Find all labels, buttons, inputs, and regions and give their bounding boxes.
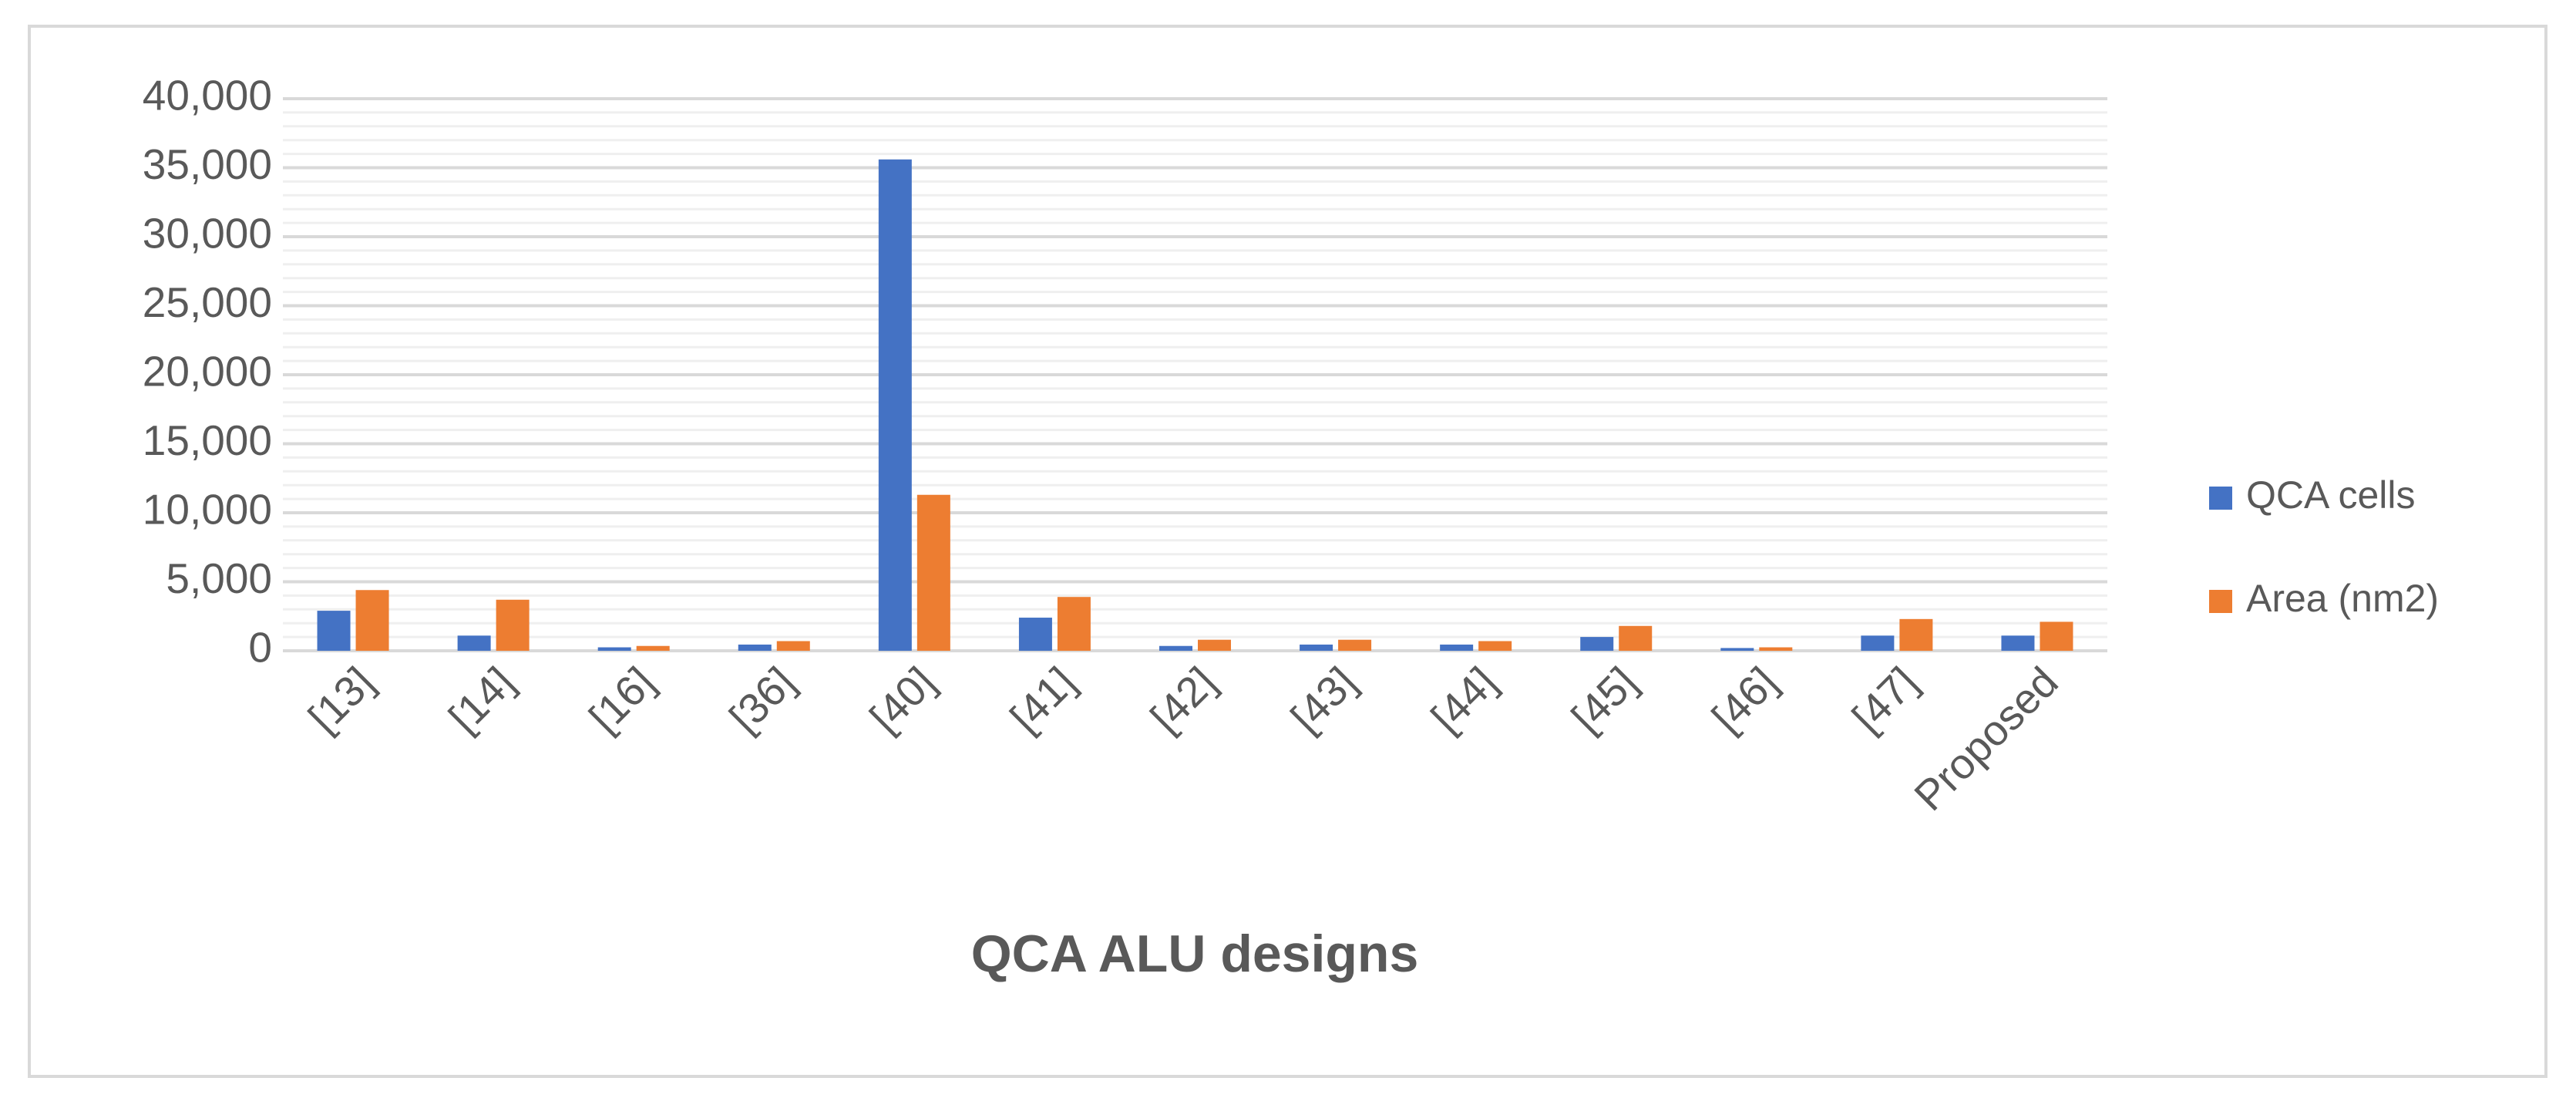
y-tick-label: 5,000 bbox=[166, 554, 272, 602]
legend-label: QCA cells bbox=[2246, 473, 2416, 517]
bar bbox=[1300, 644, 1333, 651]
legend-swatch bbox=[2209, 590, 2232, 613]
bar bbox=[636, 645, 670, 651]
bar bbox=[878, 159, 912, 651]
x-axis-title: QCA ALU designs bbox=[971, 925, 1419, 983]
y-tick-label: 30,000 bbox=[143, 210, 272, 258]
bar bbox=[496, 599, 530, 651]
bar bbox=[916, 494, 950, 651]
bar bbox=[1720, 648, 1754, 651]
bar bbox=[2001, 635, 2035, 651]
y-tick-label: 10,000 bbox=[143, 486, 272, 534]
y-tick-label: 0 bbox=[248, 624, 272, 672]
bar bbox=[1478, 641, 1512, 651]
chart-border bbox=[28, 25, 2547, 1078]
bar bbox=[1580, 637, 1614, 651]
bar bbox=[1861, 635, 1895, 651]
bar bbox=[776, 641, 810, 651]
bar bbox=[2040, 621, 2073, 651]
bar bbox=[1057, 597, 1091, 651]
bar bbox=[1198, 639, 1231, 651]
bar bbox=[1899, 618, 1933, 651]
bar bbox=[1619, 625, 1653, 651]
bar bbox=[1440, 644, 1474, 651]
y-tick-label: 20,000 bbox=[143, 348, 272, 396]
bar bbox=[1759, 647, 1793, 651]
y-tick-label: 40,000 bbox=[143, 72, 272, 120]
legend-label: Area (nm2) bbox=[2246, 577, 2439, 620]
bar bbox=[1018, 618, 1052, 651]
bar bbox=[457, 635, 491, 651]
bar bbox=[1159, 645, 1192, 651]
bar bbox=[597, 647, 631, 651]
y-tick-label: 15,000 bbox=[143, 416, 272, 464]
bar bbox=[355, 590, 389, 651]
bar bbox=[317, 611, 351, 651]
y-tick-label: 25,000 bbox=[143, 278, 272, 326]
bar bbox=[738, 644, 772, 651]
bar bbox=[1338, 639, 1372, 651]
y-tick-label: 35,000 bbox=[143, 140, 272, 188]
legend-swatch bbox=[2209, 487, 2232, 510]
